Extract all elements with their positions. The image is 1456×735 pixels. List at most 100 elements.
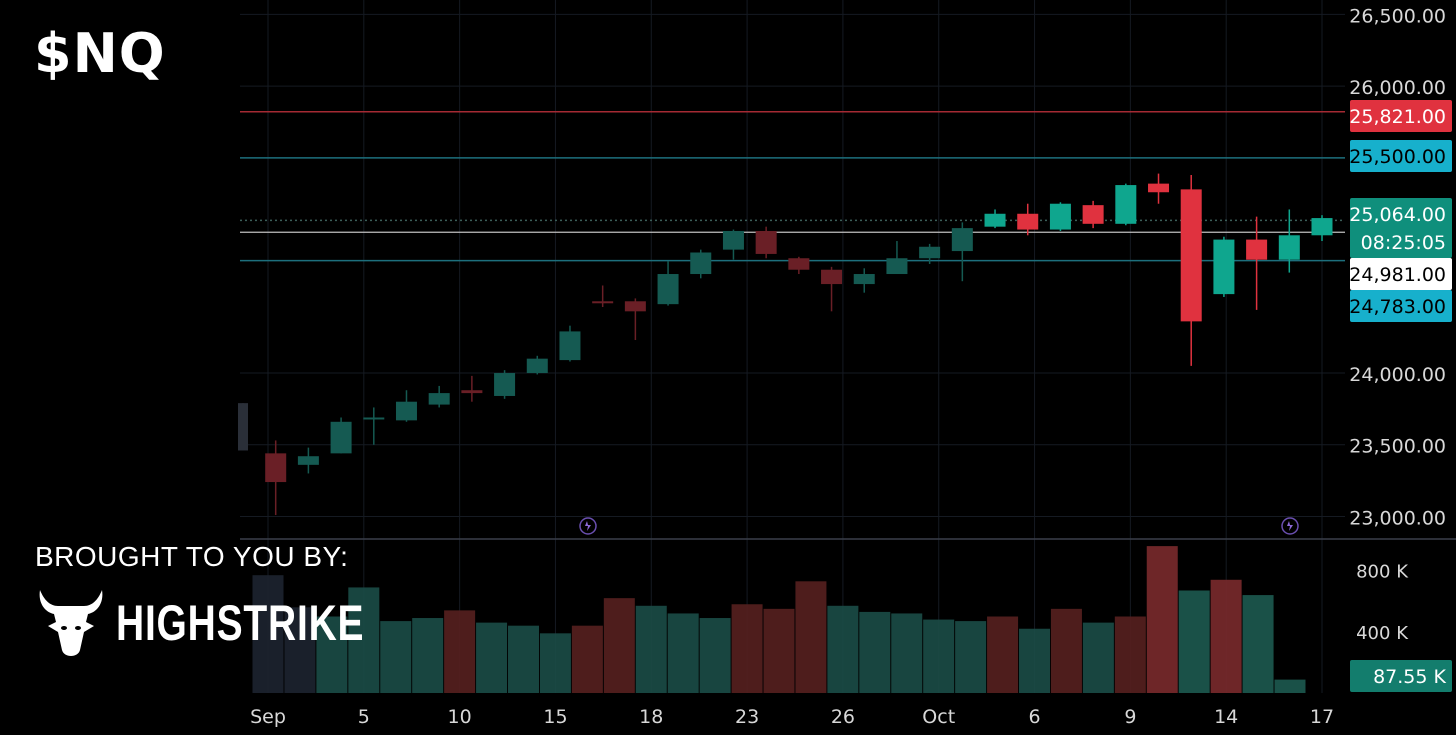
lightning-icon — [1287, 521, 1293, 531]
volume-bar — [412, 618, 444, 693]
x-axis-label: 26 — [831, 706, 855, 728]
volume-bar — [444, 610, 476, 693]
volume-bar — [476, 622, 508, 693]
volume-bar — [252, 575, 284, 693]
x-axis-label: 14 — [1214, 706, 1238, 728]
candle-body — [722, 230, 744, 250]
brand-name: HIGHSTRIKE — [116, 595, 365, 651]
y-axis-tick-label: 23,500.00 — [1349, 436, 1446, 458]
x-axis-label: 10 — [448, 706, 472, 728]
price-label-box — [1350, 258, 1452, 290]
candle — [657, 261, 679, 306]
volume-bar — [1114, 616, 1146, 693]
candle-body — [265, 453, 287, 483]
x-axis-label: Sep — [250, 706, 286, 728]
volume-tick-label: 400 K — [1356, 623, 1409, 644]
candle — [1213, 236, 1235, 297]
candle — [821, 266, 843, 312]
volume-bar — [1210, 579, 1242, 693]
candle-body — [1082, 205, 1104, 224]
volume-bar — [571, 625, 603, 693]
price-label: 25,500.00 — [1349, 140, 1452, 172]
volume-bar — [827, 605, 859, 693]
volume-bar — [731, 604, 763, 693]
price-label-text: 25,500.00 — [1349, 146, 1446, 168]
x-axis-label: 15 — [543, 706, 567, 728]
candle-body — [624, 301, 646, 312]
y-axis-tick-label: 23,000.00 — [1349, 507, 1446, 529]
candle-body — [297, 456, 319, 465]
current-volume-box — [1350, 660, 1452, 692]
price-label: 24,981.00 — [1349, 258, 1452, 290]
x-axis-label: 18 — [639, 706, 663, 728]
y-axis-tick-label: 26,000.00 — [1349, 77, 1446, 99]
candle-body — [657, 274, 679, 305]
volume-bar — [987, 616, 1019, 693]
candle-body — [788, 258, 810, 270]
candle — [886, 241, 908, 275]
candle-body — [1148, 183, 1170, 193]
volume-tick-label: 800 K — [1356, 562, 1409, 583]
candle-body — [1311, 218, 1333, 236]
x-axis-label: 23 — [735, 706, 759, 728]
price-label-box — [1350, 198, 1452, 230]
volume-bar — [284, 607, 316, 693]
price-label-box — [1350, 290, 1452, 322]
candle — [1180, 175, 1202, 366]
candle — [755, 226, 777, 259]
price-label: 25,064.00 — [1349, 198, 1452, 230]
volume-bar — [539, 633, 571, 693]
candle-body — [559, 331, 581, 361]
candle — [494, 370, 516, 399]
volume-bar — [635, 605, 667, 693]
candle — [1017, 203, 1039, 236]
y-axis-tick-label: 24,000.00 — [1349, 364, 1446, 386]
candle-body — [951, 228, 973, 252]
candle-body — [886, 258, 908, 275]
candle — [1278, 209, 1300, 273]
candle-body — [428, 393, 450, 405]
candle — [526, 355, 548, 375]
candle — [1115, 183, 1137, 226]
candle-body — [494, 373, 516, 396]
candle — [1246, 216, 1268, 310]
volume-bar — [795, 581, 827, 693]
candle-body — [755, 230, 777, 254]
volume-bar — [380, 621, 412, 693]
price-label: 08:25:05 — [1350, 226, 1452, 258]
price-label-text: 24,783.00 — [1349, 296, 1446, 318]
candle — [722, 229, 744, 260]
candle-body — [592, 301, 614, 304]
sponsor-caption: BROUGHT TO YOU BY: — [35, 541, 349, 572]
volume-bar — [1242, 595, 1274, 693]
x-axis-label: 17 — [1310, 706, 1334, 728]
price-label: 25,821.00 — [1349, 100, 1452, 132]
price-label-text: 08:25:05 — [1361, 232, 1446, 254]
candle-body — [238, 403, 248, 451]
candle — [1311, 215, 1333, 242]
candle-body — [1017, 213, 1039, 230]
price-label-box — [1350, 100, 1452, 132]
candle — [788, 256, 810, 275]
bull-head-icon — [39, 590, 103, 656]
volume-bar — [955, 621, 987, 693]
candle — [428, 385, 450, 408]
candle — [1148, 173, 1170, 204]
candle-body — [919, 246, 941, 259]
candle — [919, 243, 941, 264]
candle — [853, 268, 875, 293]
candle — [559, 325, 581, 362]
candle-body — [1049, 203, 1071, 230]
volume-bar — [1050, 608, 1082, 693]
volume-bar — [508, 625, 539, 693]
price-label-text: 24,981.00 — [1349, 264, 1446, 286]
candle — [1082, 200, 1104, 229]
volume-bar — [699, 618, 731, 693]
candle — [265, 440, 287, 516]
candle — [690, 249, 712, 279]
brand-logo: HIGHSTRIKE — [36, 588, 364, 666]
candle-body — [461, 390, 483, 394]
x-axis-label: Oct — [922, 706, 955, 728]
